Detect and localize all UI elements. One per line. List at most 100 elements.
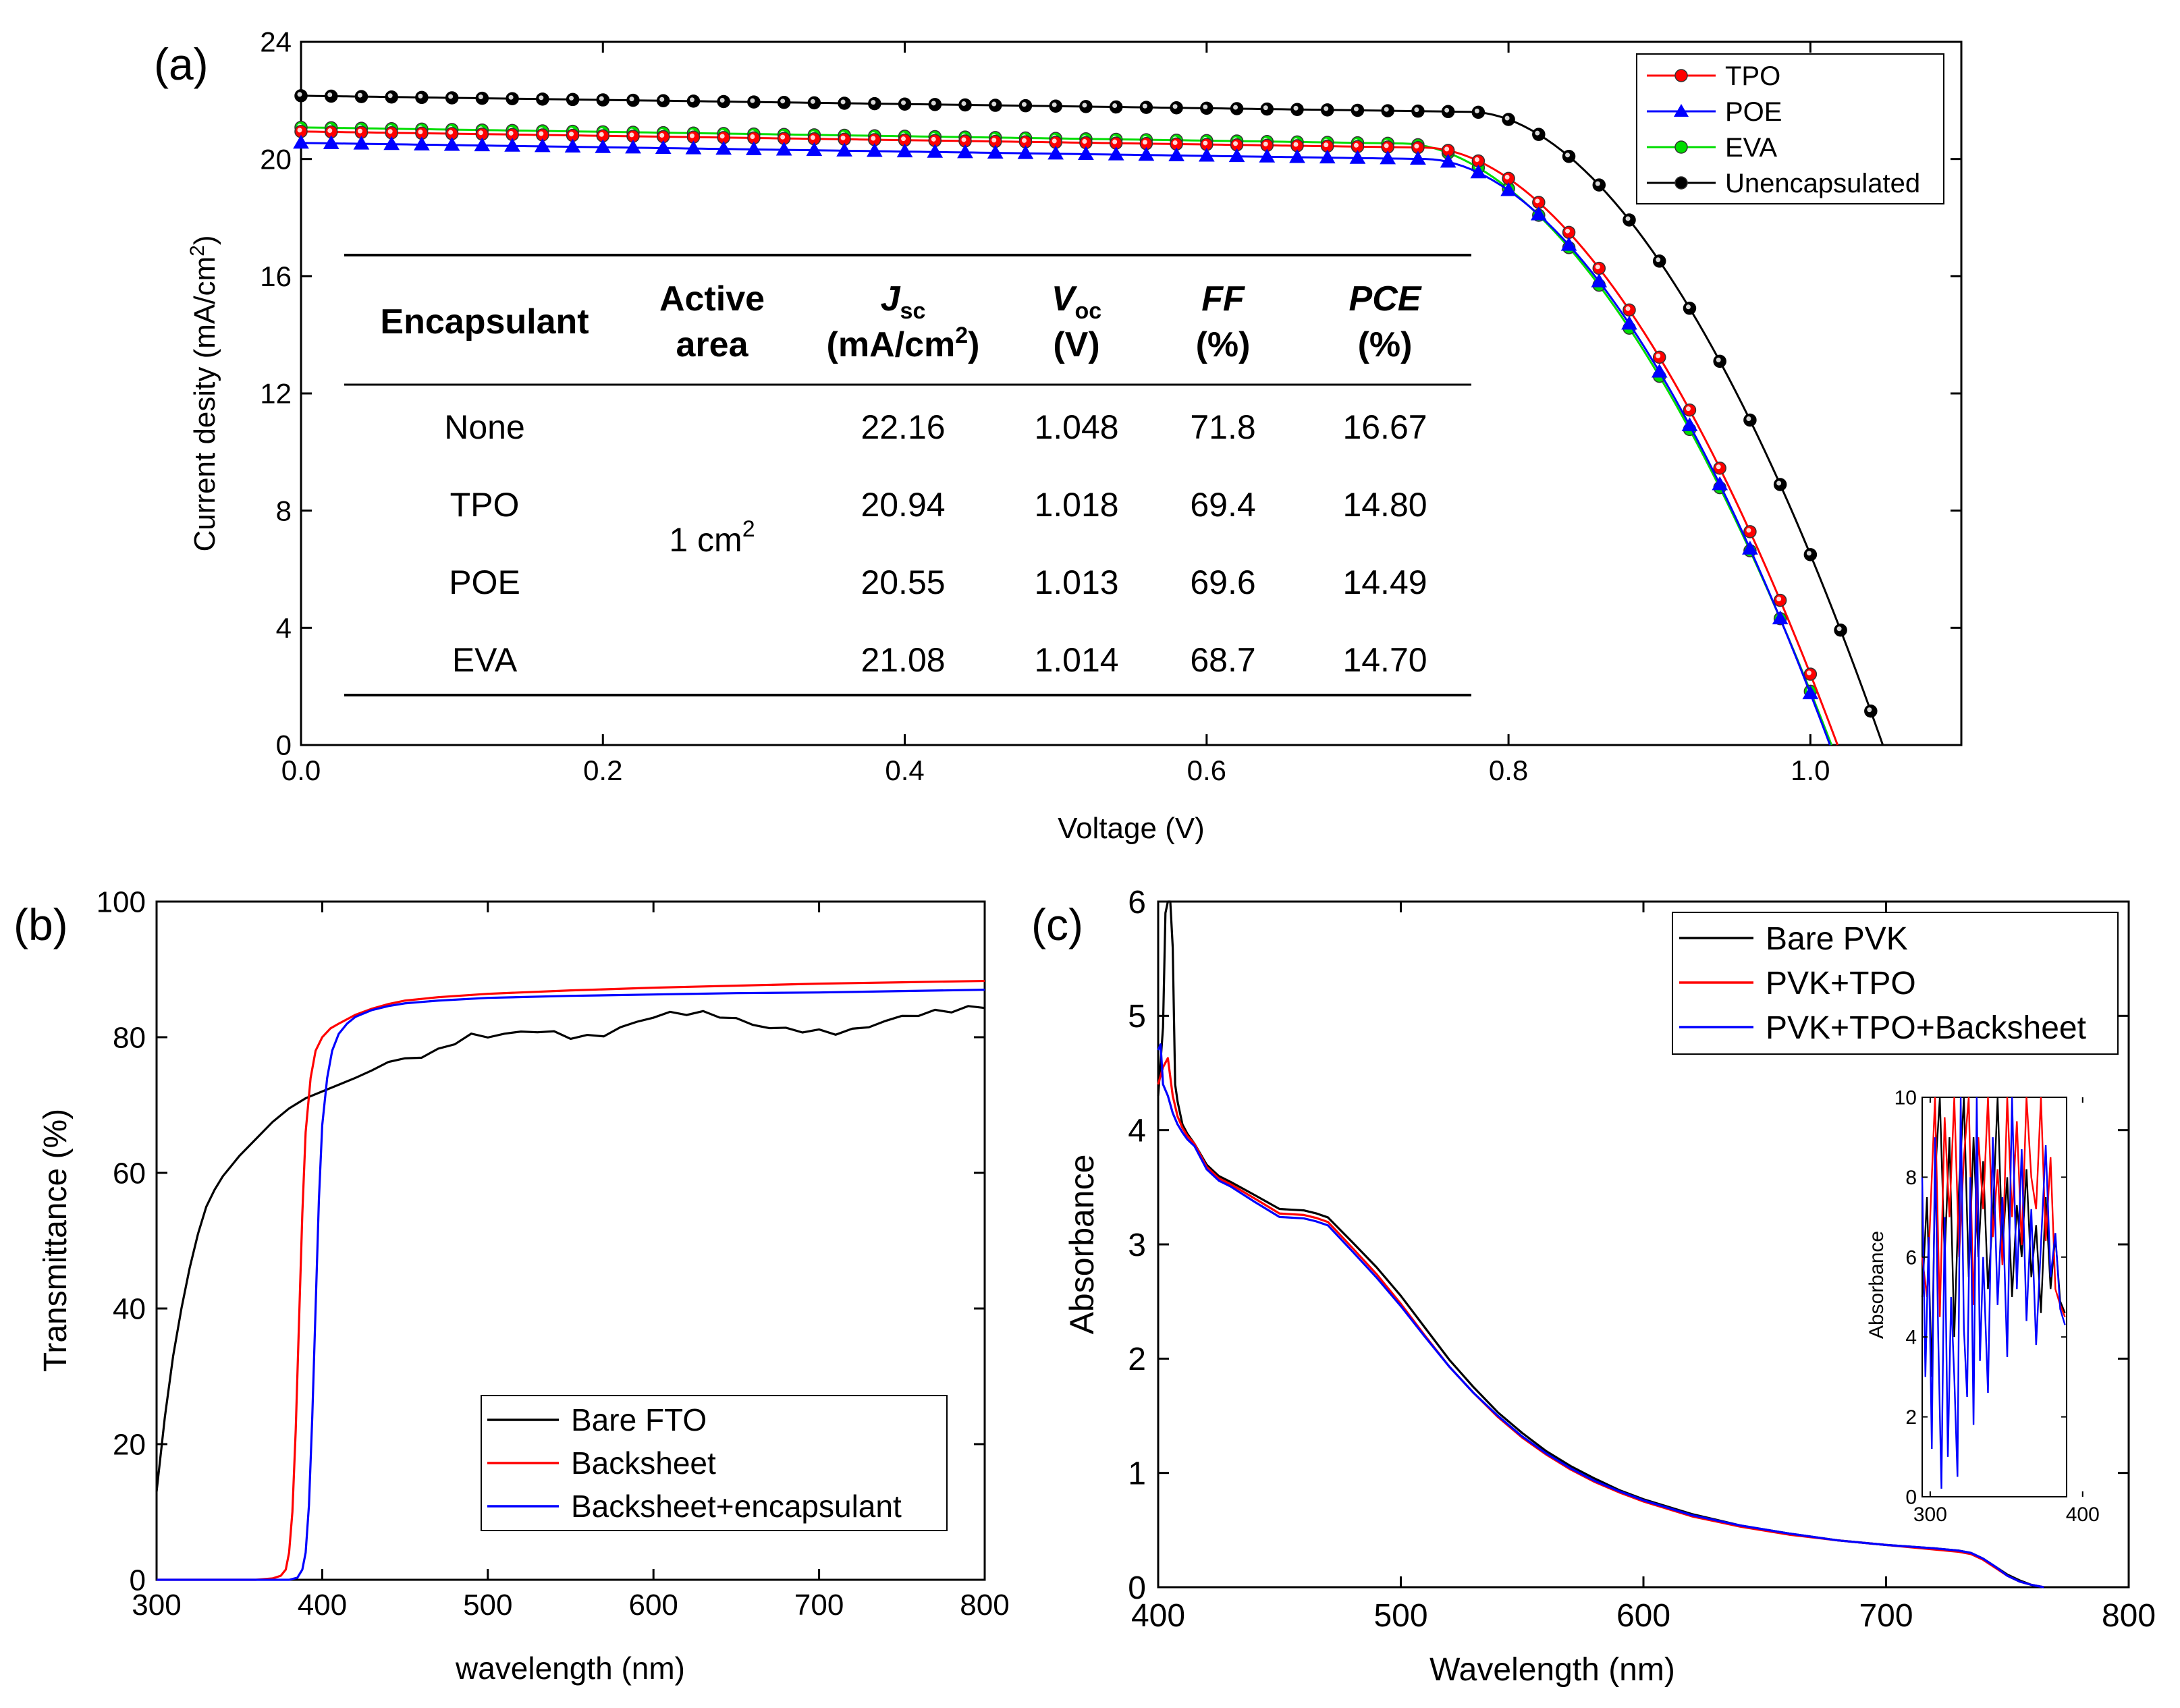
- data-point-highlight: [840, 99, 846, 105]
- inset-y-axis: 0 2 4 6 8 10: [1895, 1087, 2067, 1509]
- y-tick-label: 60: [113, 1157, 146, 1190]
- data-point-highlight: [1474, 157, 1479, 163]
- data-point: [987, 144, 1004, 159]
- data-point: [1228, 148, 1245, 163]
- data-point-highlight: [1052, 102, 1057, 107]
- data-point-highlight: [387, 129, 393, 134]
- table-cell: EVA: [452, 641, 518, 679]
- table-header-ff: FF: [1201, 279, 1245, 319]
- data-point-highlight: [1233, 105, 1238, 110]
- data-point: [323, 135, 339, 149]
- panel-b-plot-frame: [155, 900, 986, 1581]
- table-cell: 14.49: [1342, 563, 1427, 601]
- table-header-pce: PCE: [1349, 279, 1422, 319]
- series-poe: [293, 134, 1831, 746]
- panel-a-table: Encapsulant Active area Jsc (mA/cm2) Voc…: [344, 254, 1471, 696]
- table-cell: TPO: [450, 486, 520, 524]
- data-point-highlight: [448, 94, 454, 99]
- table-cell: 69.6: [1190, 563, 1255, 601]
- data-point-highlight: [478, 130, 483, 136]
- table-cell: 1.018: [1034, 486, 1118, 524]
- y-tick-label: 10: [1895, 1087, 1917, 1109]
- data-point: [896, 143, 913, 158]
- data-point-highlight: [1565, 153, 1571, 158]
- y-tick-label: 8: [276, 495, 292, 526]
- data-point-highlight: [1324, 106, 1329, 111]
- data-point: [353, 136, 370, 150]
- data-point-highlight: [901, 100, 906, 105]
- data-point-highlight: [357, 92, 362, 98]
- data-point: [1289, 148, 1305, 163]
- panel-b-series-group: [155, 979, 985, 1581]
- table-cell: 69.4: [1190, 486, 1255, 524]
- y-tick-label: 80: [113, 1021, 146, 1054]
- data-point-highlight: [1203, 140, 1208, 146]
- data-point-highlight: [1535, 130, 1540, 136]
- panel-b-label: (b): [13, 900, 68, 949]
- data-point-highlight: [991, 138, 997, 143]
- data-point-highlight: [1565, 228, 1571, 233]
- data-point-highlight: [1746, 528, 1751, 533]
- panel-a-x-axis: 0.0 0.2 0.4 0.6 0.8 1.0: [281, 42, 1830, 786]
- data-point: [1591, 273, 1608, 287]
- data-point-highlight: [599, 96, 604, 101]
- table-body: None 22.16 1.048 71.8 16.67 TPO 20.94 1.018 69.4…: [444, 408, 1427, 679]
- legend-marker: [1674, 140, 1688, 154]
- data-point-highlight: [750, 134, 755, 139]
- data-point-highlight: [1414, 107, 1419, 113]
- data-point-highlight: [750, 98, 755, 103]
- data-point-highlight: [1172, 140, 1178, 145]
- table-header-active: Active: [659, 279, 765, 319]
- inset-series-line: [1921, 1097, 2066, 1489]
- data-point-highlight: [840, 135, 846, 140]
- data-point-highlight: [961, 101, 966, 106]
- panel-a-x-label: Voltage (V): [1058, 812, 1205, 845]
- x-tick-label: 0.4: [885, 754, 924, 786]
- inset-series-group: [1921, 1097, 2066, 1489]
- data-point-highlight: [599, 132, 604, 137]
- data-point-highlight: [357, 128, 362, 134]
- data-point-highlight: [1444, 107, 1450, 113]
- data-point: [564, 138, 581, 153]
- data-point-highlight: [1685, 304, 1691, 310]
- data-point-highlight: [931, 136, 936, 142]
- y-tick-label: 4: [276, 612, 292, 644]
- data-point: [414, 136, 430, 150]
- y-tick-label: 8: [1905, 1167, 1917, 1189]
- y-tick-label: 4: [1128, 1113, 1146, 1149]
- data-point-highlight: [1414, 144, 1419, 149]
- data-point: [1681, 417, 1698, 431]
- legend-entry-poe: POE: [1647, 97, 1782, 127]
- data-point-highlight: [418, 129, 423, 134]
- data-point-highlight: [810, 99, 815, 104]
- data-point-highlight: [1052, 138, 1057, 144]
- panel-a-y-label: Current desity (mA/cm2): [186, 236, 222, 552]
- legend-label: Bare FTO: [571, 1402, 707, 1437]
- legend-entry-tpo: TPO: [1647, 61, 1780, 91]
- legend-label: Unencapsulated: [1725, 169, 1920, 198]
- table-cell: 14.80: [1342, 486, 1427, 524]
- table-header-voc: Voc: [1052, 279, 1101, 324]
- data-point: [534, 138, 551, 153]
- x-tick-label: 0.8: [1489, 754, 1528, 786]
- data-point: [715, 140, 732, 155]
- data-point-highlight: [1384, 143, 1389, 148]
- data-point: [1440, 153, 1456, 168]
- panel-b-y-axis: 0 20 40 60 80 100: [97, 885, 985, 1597]
- table-cell: 71.8: [1190, 408, 1255, 446]
- data-point: [443, 136, 460, 151]
- table-row: POE 20.55 1.013 69.6 14.49: [449, 563, 1427, 601]
- data-point-highlight: [1504, 174, 1510, 180]
- x-tick-label: 800: [960, 1589, 1009, 1622]
- x-tick-label: 700: [1859, 1598, 1913, 1634]
- legend-entry: Backsheet: [487, 1445, 716, 1481]
- table-header-jsc-unit: (mA/cm2): [827, 323, 980, 364]
- data-point: [1017, 145, 1034, 159]
- table-cell: 22.16: [861, 408, 945, 446]
- data-point-highlight: [1656, 257, 1661, 263]
- x-tick-label: 0.0: [281, 754, 321, 786]
- inset-series-line: [1921, 1097, 2066, 1318]
- table-cell: 14.70: [1342, 641, 1427, 679]
- data-point-highlight: [780, 99, 786, 104]
- data-point-highlight: [297, 92, 302, 97]
